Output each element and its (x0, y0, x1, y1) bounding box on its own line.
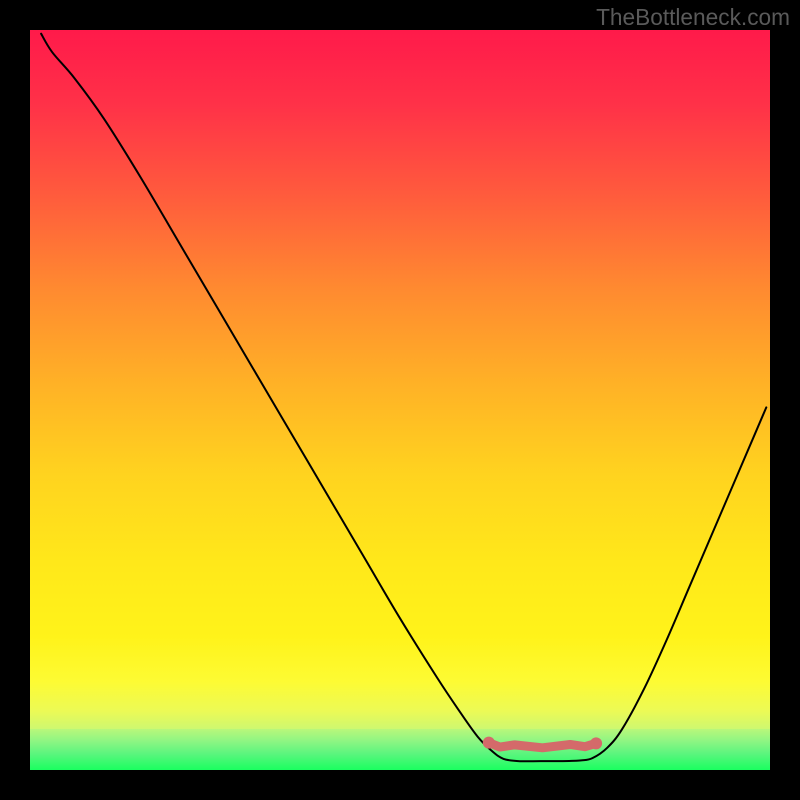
chart-frame: TheBottleneck.com (0, 0, 800, 800)
valley-marker (30, 30, 770, 770)
plot-area (30, 30, 770, 770)
watermark-text: TheBottleneck.com (596, 4, 790, 31)
